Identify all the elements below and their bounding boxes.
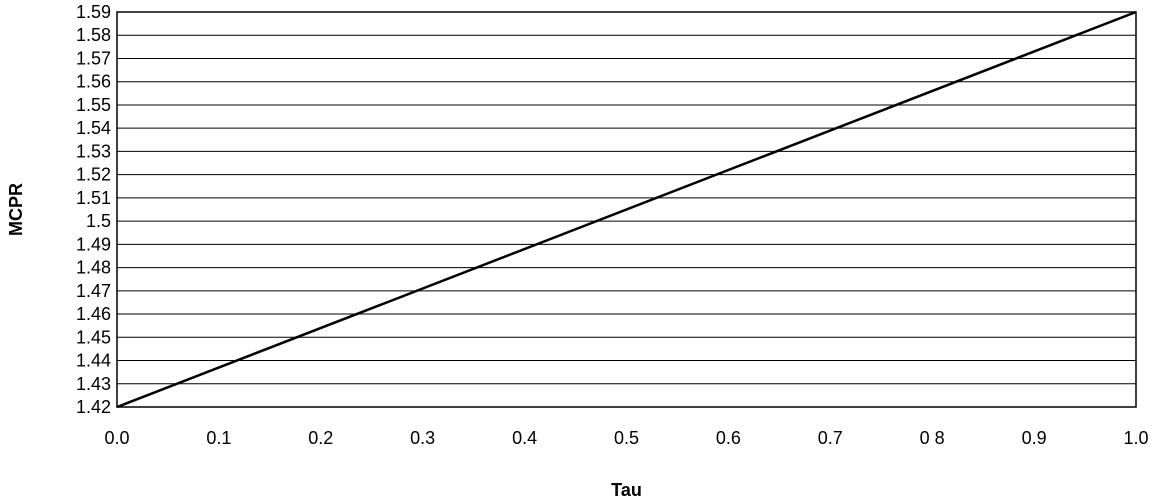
y-tick-label: 1.43 <box>76 374 111 394</box>
y-tick-label: 1.51 <box>76 188 111 208</box>
y-tick-label: 1.44 <box>76 351 111 371</box>
x-tick-label: 0.9 <box>1022 428 1047 448</box>
x-tick-label: 1.0 <box>1123 428 1148 448</box>
x-tick-label: 0.4 <box>512 428 537 448</box>
y-tick-label: 1.53 <box>76 141 111 161</box>
x-tick-label: 0.1 <box>206 428 231 448</box>
y-tick-label: 1.58 <box>76 25 111 45</box>
x-tick-label: 0.0 <box>104 428 129 448</box>
y-tick-label: 1.57 <box>76 48 111 68</box>
mcpr-series-line <box>116 10 1137 409</box>
y-tick-label: 1.52 <box>76 165 111 185</box>
y-tick-label: 1.59 <box>76 2 111 22</box>
y-tick-label: 1.56 <box>76 72 111 92</box>
series-layer <box>116 10 1137 409</box>
y-tick-label: 1.47 <box>76 281 111 301</box>
y-tick-label: 1.45 <box>76 327 111 347</box>
x-tick-label: 0 8 <box>920 428 945 448</box>
x-tick-label: 0.2 <box>308 428 333 448</box>
y-axis-title: MCPR <box>6 183 26 236</box>
y-tick-label: 1.5 <box>86 211 111 231</box>
y-tick-label: 1.54 <box>76 118 111 138</box>
y-axis-tick-labels: 1.42 1.43 1.44 1.45 1.46 1.47 1.48 1.49 1.5 1.51 1… <box>76 2 111 417</box>
y-tick-label: 1.48 <box>76 258 111 278</box>
x-tick-label: 0.5 <box>614 428 639 448</box>
y-tick-label: 1.46 <box>76 304 111 324</box>
x-tick-label: 0.7 <box>818 428 843 448</box>
y-tick-label: 1.49 <box>76 234 111 254</box>
plot-area-frame <box>116 11 1137 408</box>
x-axis-tick-labels: 0.0 0.1 0.2 0.3 0.4 0.5 0.6 0.7 0 8 0.9 1.0 <box>104 428 1148 448</box>
x-tick-label: 0.6 <box>716 428 741 448</box>
x-tick-label: 0.3 <box>410 428 435 448</box>
x-axis-title: Tau <box>611 480 642 500</box>
y-tick-label: 1.55 <box>76 95 111 115</box>
y-tick-label: 1.42 <box>76 397 111 417</box>
